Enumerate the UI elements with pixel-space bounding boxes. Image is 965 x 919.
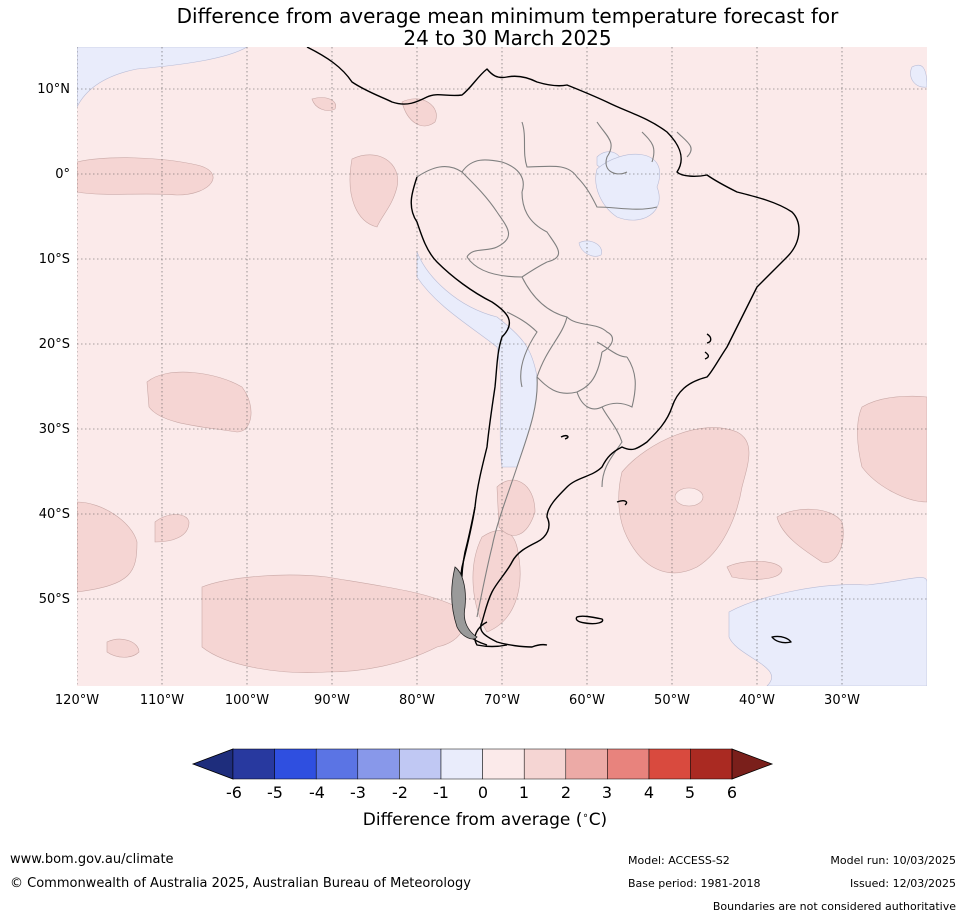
colorbar-tick: -2 bbox=[392, 783, 408, 802]
base-period-text: Base period: 1981-2018 bbox=[628, 877, 761, 890]
colorbar-tick: -1 bbox=[433, 783, 449, 802]
warm-anomaly-areas bbox=[77, 97, 927, 673]
model-run-text: Model run: 10/03/2025 bbox=[830, 854, 956, 867]
colorbar-segment bbox=[232, 748, 275, 780]
colorbar-tick: 4 bbox=[643, 783, 655, 802]
map-panel bbox=[77, 47, 927, 686]
lon-label-100W: 100°W bbox=[224, 693, 270, 708]
colorbar-tick: 2 bbox=[560, 783, 572, 802]
map-title-line2: 24 to 30 March 2025 bbox=[403, 26, 612, 50]
lat-label-40S: 40°S bbox=[38, 507, 70, 522]
lon-label-60W: 60°W bbox=[569, 693, 605, 708]
issued-text: Issued: 12/03/2025 bbox=[849, 877, 956, 890]
copyright-text: © Commonwealth of Australia 2025, Austra… bbox=[10, 876, 471, 891]
colorbar-tick: -4 bbox=[309, 783, 325, 802]
lon-label-40W: 40°W bbox=[739, 693, 775, 708]
disclaimer-text: Boundaries are not considered authoritat… bbox=[712, 900, 956, 913]
colorbar-tick: -3 bbox=[350, 783, 366, 802]
colorbar-segment bbox=[607, 748, 650, 780]
lon-label-30W: 30°W bbox=[824, 693, 860, 708]
colorbar-label: Difference from average (∘C) bbox=[362, 810, 608, 830]
lat-label-10S: 10°S bbox=[38, 252, 70, 267]
colorbar-tick: 6 bbox=[726, 783, 738, 802]
colorbar-segment bbox=[690, 748, 733, 780]
colorbar bbox=[191, 748, 774, 780]
cool-anomaly-areas bbox=[77, 47, 927, 686]
tierra-del-fuego-islands bbox=[451, 566, 478, 640]
colorbar-tick: 3 bbox=[601, 783, 613, 802]
website-link[interactable]: www.bom.gov.au/climate bbox=[10, 852, 174, 867]
model-text: Model: ACCESS-S2 bbox=[628, 854, 730, 867]
colorbar-segment bbox=[482, 748, 525, 780]
colorbar-tick: 5 bbox=[684, 783, 696, 802]
colorbar-tick: 1 bbox=[518, 783, 530, 802]
lat-label-10N: 10°N bbox=[37, 82, 70, 97]
colorbar-segment bbox=[565, 748, 608, 780]
colorbar-segment bbox=[399, 748, 442, 780]
national-borders bbox=[416, 121, 692, 618]
lat-label-20S: 20°S bbox=[38, 337, 70, 352]
colorbar-segment bbox=[315, 748, 359, 780]
colorbar-tick: -5 bbox=[267, 783, 283, 802]
lat-label-50S: 50°S bbox=[38, 592, 70, 607]
lon-label-80W: 80°W bbox=[399, 693, 435, 708]
colorbar-segment bbox=[274, 748, 317, 780]
lon-label-50W: 50°W bbox=[654, 693, 690, 708]
colorbar-segment bbox=[357, 748, 400, 780]
map-title-line1: Difference from average mean minimum tem… bbox=[176, 4, 839, 28]
lat-label-30S: 30°S bbox=[38, 422, 70, 437]
colorbar-segments bbox=[232, 748, 733, 780]
colorbar-tick: 0 bbox=[477, 783, 489, 802]
lon-label-70W: 70°W bbox=[484, 693, 520, 708]
lon-label-90W: 90°W bbox=[314, 693, 350, 708]
lon-label-120W: 120°W bbox=[54, 693, 100, 708]
colorbar-segment bbox=[523, 748, 567, 780]
colorbar-tick: -6 bbox=[226, 783, 242, 802]
lat-label-0: 0° bbox=[55, 167, 70, 182]
colorbar-over-arrow bbox=[731, 748, 774, 780]
colorbar-segment bbox=[440, 748, 483, 780]
neutral-hole bbox=[674, 487, 704, 507]
colorbar-under-arrow bbox=[191, 748, 234, 780]
lon-label-110W: 110°W bbox=[139, 693, 185, 708]
colorbar-segment bbox=[648, 748, 691, 780]
